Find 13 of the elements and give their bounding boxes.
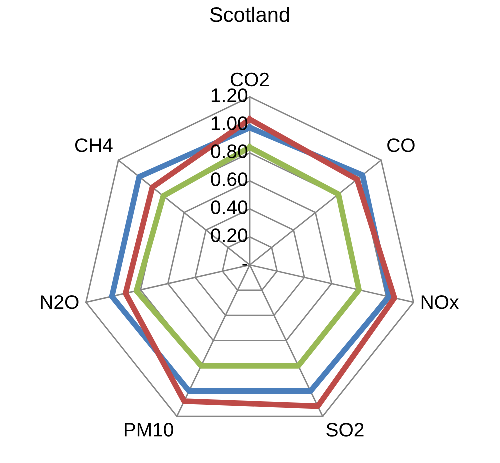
spoke-label: N2O [41, 295, 79, 310]
spoke-label: NOx [422, 295, 460, 310]
chart-title: Scotland [210, 6, 290, 22]
y-tick-label: 0.60 [211, 172, 248, 186]
y-tick-label: - [242, 264, 248, 266]
spoke-label: SO2 [326, 423, 364, 437]
spoke-label: PM10 [124, 423, 174, 437]
y-tick-label: 1.20 [212, 88, 248, 102]
spoke-label: CO [388, 138, 415, 152]
y-tick-label: 0.40 [211, 200, 248, 214]
spoke-label: CO2 [231, 72, 270, 87]
y-tick-label: 0.20 [211, 228, 248, 242]
spoke-label: CH4 [75, 138, 113, 152]
